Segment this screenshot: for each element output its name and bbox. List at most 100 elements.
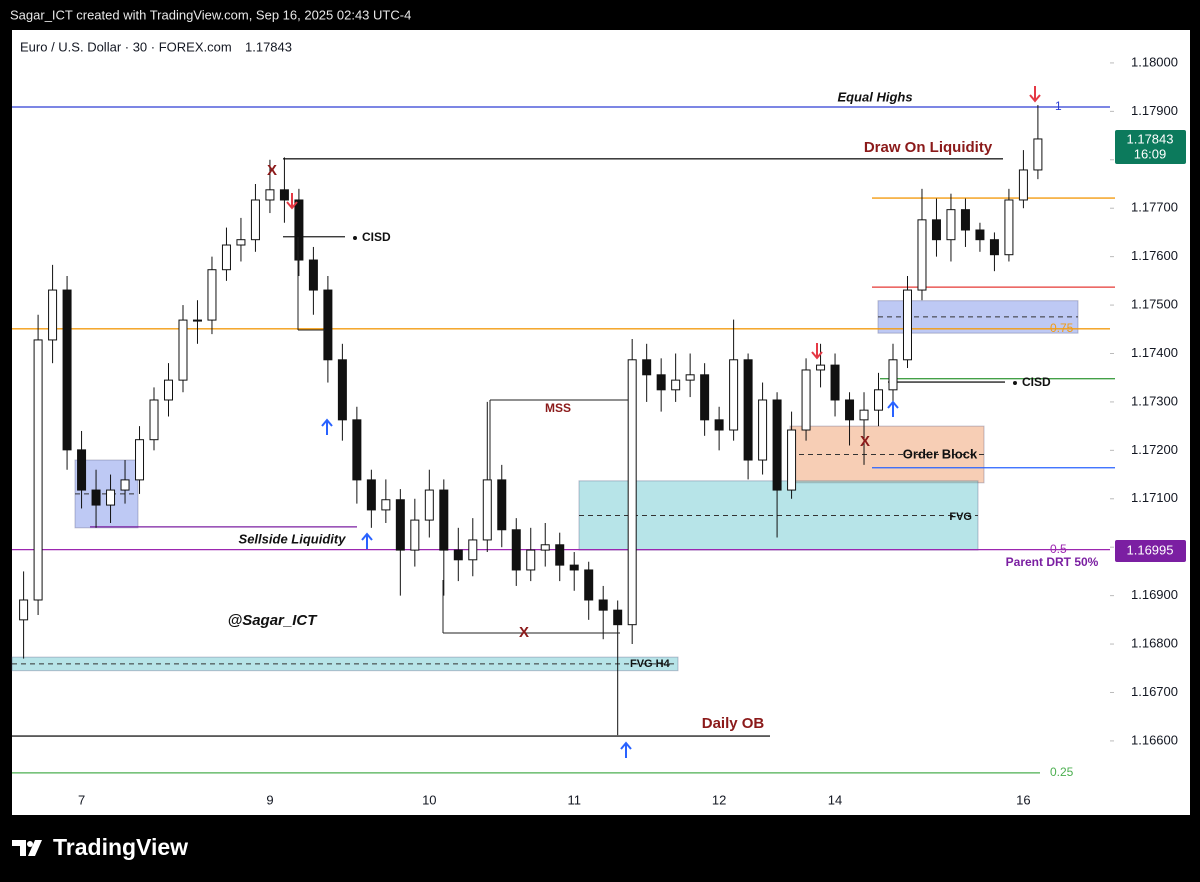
candle-body — [845, 399, 855, 421]
price-tag-value: 1.17843 — [1127, 131, 1174, 146]
x-tick-label: 16 — [1016, 792, 1030, 807]
y-tick-label: 1.17900 — [1131, 103, 1178, 118]
arrow-up — [361, 532, 373, 549]
candle-body — [192, 319, 202, 322]
annotation: Parent DRT 50% — [1006, 555, 1099, 569]
candle-body — [294, 199, 304, 261]
candle-body — [439, 489, 449, 551]
candle-body — [902, 289, 912, 361]
candle-body — [48, 289, 58, 341]
arrow-down — [811, 343, 823, 360]
annotation: Sellside Liquidity — [239, 531, 347, 546]
candle-body — [482, 479, 492, 541]
y-tick-label: 1.17700 — [1131, 200, 1178, 215]
candle-body — [931, 219, 941, 241]
arrow-down — [286, 193, 298, 210]
candle-body — [164, 379, 173, 401]
annotation: X — [267, 162, 277, 179]
candle-body — [642, 359, 652, 376]
candle-body — [656, 374, 666, 391]
x-tick-label: 7 — [78, 792, 85, 807]
level-tag — [1115, 540, 1186, 562]
countdown: 16:09 — [1134, 146, 1167, 161]
y-tick-label: 1.17500 — [1131, 297, 1178, 312]
annotation: Order Block — [903, 446, 978, 461]
candle-body — [410, 519, 420, 551]
candle-body — [178, 319, 188, 381]
logo-dot — [27, 841, 33, 847]
candle-body — [366, 479, 376, 511]
candle-body — [323, 289, 333, 361]
y-tick-label: 1.16800 — [1131, 635, 1178, 650]
candle-body — [453, 549, 463, 561]
arrow-up — [887, 400, 899, 417]
candle-body — [569, 564, 579, 571]
candle-body — [555, 544, 565, 566]
candle-body — [352, 419, 362, 481]
candle-body — [874, 389, 884, 411]
price-tag — [1115, 130, 1186, 164]
x-tick-label: 9 — [266, 792, 273, 807]
candle-body — [758, 399, 768, 461]
candle-body — [511, 529, 521, 571]
candle-body — [671, 379, 681, 391]
candle-body — [584, 569, 594, 601]
footer-brand: TradingView — [53, 834, 188, 860]
candle-body — [279, 189, 289, 201]
logo-mark — [12, 840, 42, 856]
y-tick-label: 1.18000 — [1131, 54, 1178, 69]
annotation: FVG — [949, 511, 972, 523]
y-tick-label: 1.16700 — [1131, 684, 1178, 699]
annotation: @Sagar_ICT — [228, 612, 319, 629]
annotation: MSS — [545, 401, 571, 415]
arrow-up — [620, 741, 632, 758]
candle-body — [468, 539, 478, 561]
candle-body — [308, 259, 318, 291]
candle-body — [149, 399, 159, 441]
candle-body — [381, 499, 391, 511]
candle-body — [135, 439, 145, 481]
level-tag-value: 1.16995 — [1127, 542, 1174, 557]
y-tick-label: 1.17200 — [1131, 442, 1178, 457]
annotation: Equal Highs — [837, 89, 912, 104]
candle-body — [801, 369, 811, 431]
candle-body — [989, 239, 999, 256]
candle-body — [250, 199, 260, 241]
candle-body — [207, 269, 217, 321]
candle-body — [613, 609, 623, 626]
candle-body — [540, 544, 550, 551]
candle-body — [91, 489, 101, 506]
logo — [12, 840, 42, 856]
candle-body — [700, 374, 710, 421]
x-tick-label: 11 — [567, 792, 581, 807]
candle-body — [830, 364, 840, 401]
y-tick-label: 1.16600 — [1131, 732, 1178, 747]
chart-title: Euro / U.S. Dollar · 30 · FOREX.com — [20, 39, 232, 54]
candle-body — [1018, 169, 1028, 201]
candle-body — [120, 479, 130, 491]
candle-body — [77, 449, 87, 491]
candle-body — [816, 364, 826, 371]
candle-body — [743, 359, 753, 461]
candle-body — [395, 499, 405, 551]
candle-body — [1033, 138, 1043, 171]
candle-body — [975, 229, 985, 241]
candle-body — [236, 239, 246, 246]
candle-body — [772, 399, 782, 491]
x-tick-label: 10 — [422, 792, 436, 807]
header: Sagar_ICT created with TradingView.com, … — [10, 7, 411, 22]
chart-panel — [12, 30, 1190, 815]
candle-body — [526, 549, 536, 571]
candle-body — [265, 189, 275, 201]
plot-area: 1.166001.167001.168001.169001.170001.171… — [11, 54, 1178, 807]
candle-body — [960, 209, 970, 231]
arrows — [286, 86, 1041, 758]
annotation: Daily OB — [702, 715, 765, 732]
fib-label: 0.25 — [1050, 765, 1074, 779]
candle-body — [497, 479, 507, 531]
x-tick-label: 12 — [712, 792, 726, 807]
candle-body — [729, 359, 739, 431]
annotation: X — [860, 433, 870, 450]
candle-body — [19, 599, 29, 621]
